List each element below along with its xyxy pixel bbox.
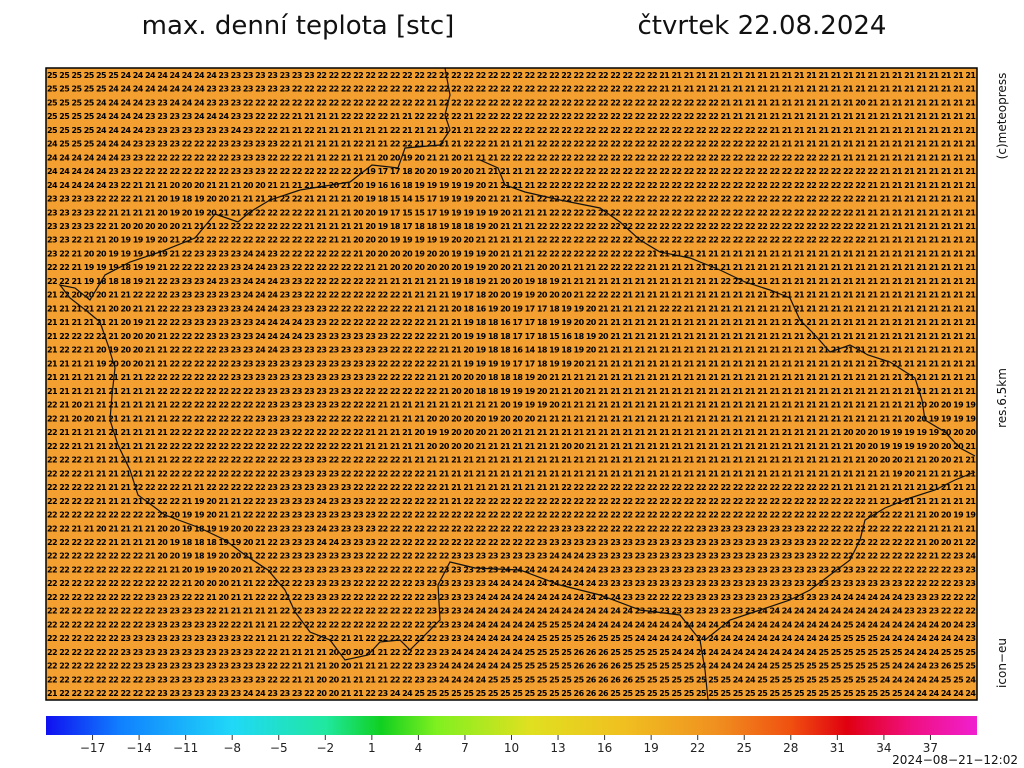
timestamp: 2024−08−21−12:02 (892, 753, 1018, 767)
value-row: 23 22 21 20 20 19 19 19 19 19 21 22 23 2… (47, 249, 976, 258)
value-row: 21 21 21 21 19 20 20 20 21 21 22 22 22 2… (47, 359, 976, 368)
tick-label: 25 (737, 741, 752, 755)
value-row: 24 24 24 24 24 24 23 23 22 22 22 22 22 2… (47, 153, 976, 162)
title: max. denní teplota [stc] (142, 11, 455, 41)
value-row: 25 25 25 25 25 24 24 24 24 24 24 24 24 2… (47, 85, 976, 94)
value-row: 21 22 22 22 22 22 22 22 22 23 23 23 23 2… (47, 689, 976, 698)
value-row: 22 22 22 21 21 21 21 21 21 22 22 22 22 2… (47, 469, 976, 478)
tick-label: −2 (316, 741, 334, 755)
tick-label: 28 (783, 741, 798, 755)
value-row: 24 25 25 25 24 24 24 23 23 23 23 22 22 2… (47, 140, 976, 149)
value-row: 22 22 22 22 22 22 23 23 23 23 23 23 23 2… (47, 648, 976, 657)
value-row: 23 23 23 23 22 21 20 20 20 20 20 21 21 2… (47, 222, 976, 231)
value-row: 22 22 22 22 22 22 22 22 21 20 20 19 18 1… (47, 552, 976, 561)
tick-label: 19 (644, 741, 659, 755)
value-row: 22 22 22 22 22 22 22 23 23 23 23 23 23 2… (47, 662, 976, 671)
value-row: 21 22 20 20 20 21 21 22 22 22 23 23 23 2… (47, 291, 976, 300)
value-row: 25 25 25 25 24 24 24 24 23 23 23 23 24 2… (47, 112, 976, 121)
value-row: 22 22 22 22 22 22 23 23 23 23 23 23 23 2… (47, 634, 976, 643)
border-line (479, 159, 976, 457)
tick-label: 7 (461, 741, 469, 755)
tick-label: 4 (415, 741, 423, 755)
value-row: 22 22 22 22 22 22 22 22 22 22 22 21 20 2… (47, 579, 976, 588)
border-line (704, 471, 976, 641)
value-row: 21 21 21 21 21 21 21 21 21 22 22 22 22 2… (47, 387, 976, 396)
value-row: 25 25 25 25 24 24 24 24 23 23 23 23 23 2… (47, 126, 976, 135)
value-row: 21 21 21 21 21 21 20 19 21 22 22 23 23 2… (47, 318, 976, 327)
value-row: 22 21 20 21 21 21 21 21 21 21 22 22 22 2… (47, 401, 976, 410)
value-row: 22 22 22 22 22 22 22 22 23 23 23 23 23 2… (47, 675, 976, 684)
tick-label: −11 (173, 741, 198, 755)
value-row: 22 22 22 22 21 21 21 22 22 22 22 21 21 2… (47, 483, 976, 492)
value-row: 21 22 22 22 22 21 20 20 20 21 22 22 22 2… (47, 332, 976, 341)
value-row: 23 23 23 23 22 21 21 21 21 20 19 20 19 2… (47, 208, 976, 217)
value-row: 25 25 25 25 24 24 24 24 23 23 24 24 24 2… (47, 98, 976, 107)
tick-label: 16 (597, 741, 612, 755)
borders (58, 68, 976, 700)
tick-label: 31 (830, 741, 845, 755)
map-area (46, 68, 977, 700)
map-frame (45, 67, 978, 701)
tick-label: −17 (80, 741, 105, 755)
value-row: 22 22 21 19 18 18 18 19 21 22 23 23 23 2… (47, 277, 976, 286)
value-row: 22 22 22 22 22 22 22 22 23 23 23 23 23 2… (47, 620, 976, 629)
colorbar-ticks: −17 −14 −11 −8 −5 −2 1 4 7 10 13 16 19 22 25 28 31 34 37 (80, 735, 938, 755)
tick-label: 13 (550, 741, 565, 755)
copyright: (c)meteopress (995, 73, 1009, 160)
value-row: 25 25 25 25 25 25 24 24 24 24 24 24 24 2… (47, 71, 976, 80)
tick-label: 1 (368, 741, 376, 755)
value-row: 22 22 22 21 21 21 21 21 21 21 22 22 22 2… (47, 456, 976, 465)
tick-label: 37 (923, 741, 938, 755)
tick-label: −8 (223, 741, 241, 755)
tick-label: −5 (270, 741, 288, 755)
tick-label: −14 (126, 741, 151, 755)
value-row: 22 22 21 21 21 21 21 21 21 22 22 22 22 2… (47, 442, 976, 451)
value-row: 22 22 22 22 22 22 22 22 22 23 23 23 23 2… (47, 607, 976, 616)
value-row: 21 21 21 21 21 21 21 21 22 22 22 22 22 2… (47, 373, 976, 382)
resolution: res.6.5km (995, 368, 1009, 428)
value-row: 22 21 21 21 21 21 21 21 21 21 22 22 22 2… (47, 428, 976, 437)
date: čtvrtek 22.08.2024 (638, 11, 887, 41)
value-row: 23 23 23 23 22 22 22 21 21 20 19 18 19 2… (47, 195, 976, 204)
tick-label: 22 (690, 741, 705, 755)
value-row: 21 21 21 21 21 20 20 21 21 22 22 23 23 2… (47, 304, 976, 313)
value-row: 22 22 22 22 22 22 22 22 22 22 20 19 19 2… (47, 511, 976, 520)
value-row: 23 23 22 21 21 20 19 19 19 20 21 22 22 2… (47, 236, 976, 245)
value-grid: 25 25 25 25 25 25 24 24 24 24 24 24 24 2… (47, 71, 976, 698)
value-row: 22 21 20 20 21 21 21 21 21 21 22 22 22 2… (47, 414, 976, 423)
value-row: 24 24 24 24 24 23 22 21 21 21 20 20 20 2… (47, 181, 976, 190)
colorbar (46, 716, 977, 735)
value-row: 22 22 21 21 20 21 21 21 21 20 20 19 18 1… (47, 524, 976, 533)
value-row: 22 22 22 22 22 21 21 21 21 20 19 18 18 1… (47, 538, 976, 547)
border-line (58, 68, 709, 700)
value-row: 22 22 22 22 22 22 22 22 23 23 23 22 22 2… (47, 593, 976, 602)
value-row: 24 24 24 24 24 23 23 22 22 22 22 22 22 2… (47, 167, 976, 176)
model: icon−eu (995, 638, 1009, 688)
value-row: 22 22 21 19 19 19 18 19 19 21 22 22 22 2… (47, 263, 976, 272)
tick-label: 10 (504, 741, 519, 755)
value-row: 21 22 22 21 20 19 20 20 21 21 22 22 22 2… (47, 346, 976, 355)
value-row: 22 22 22 22 21 21 21 21 22 22 22 21 19 2… (47, 497, 976, 506)
tick-label: 34 (876, 741, 891, 755)
